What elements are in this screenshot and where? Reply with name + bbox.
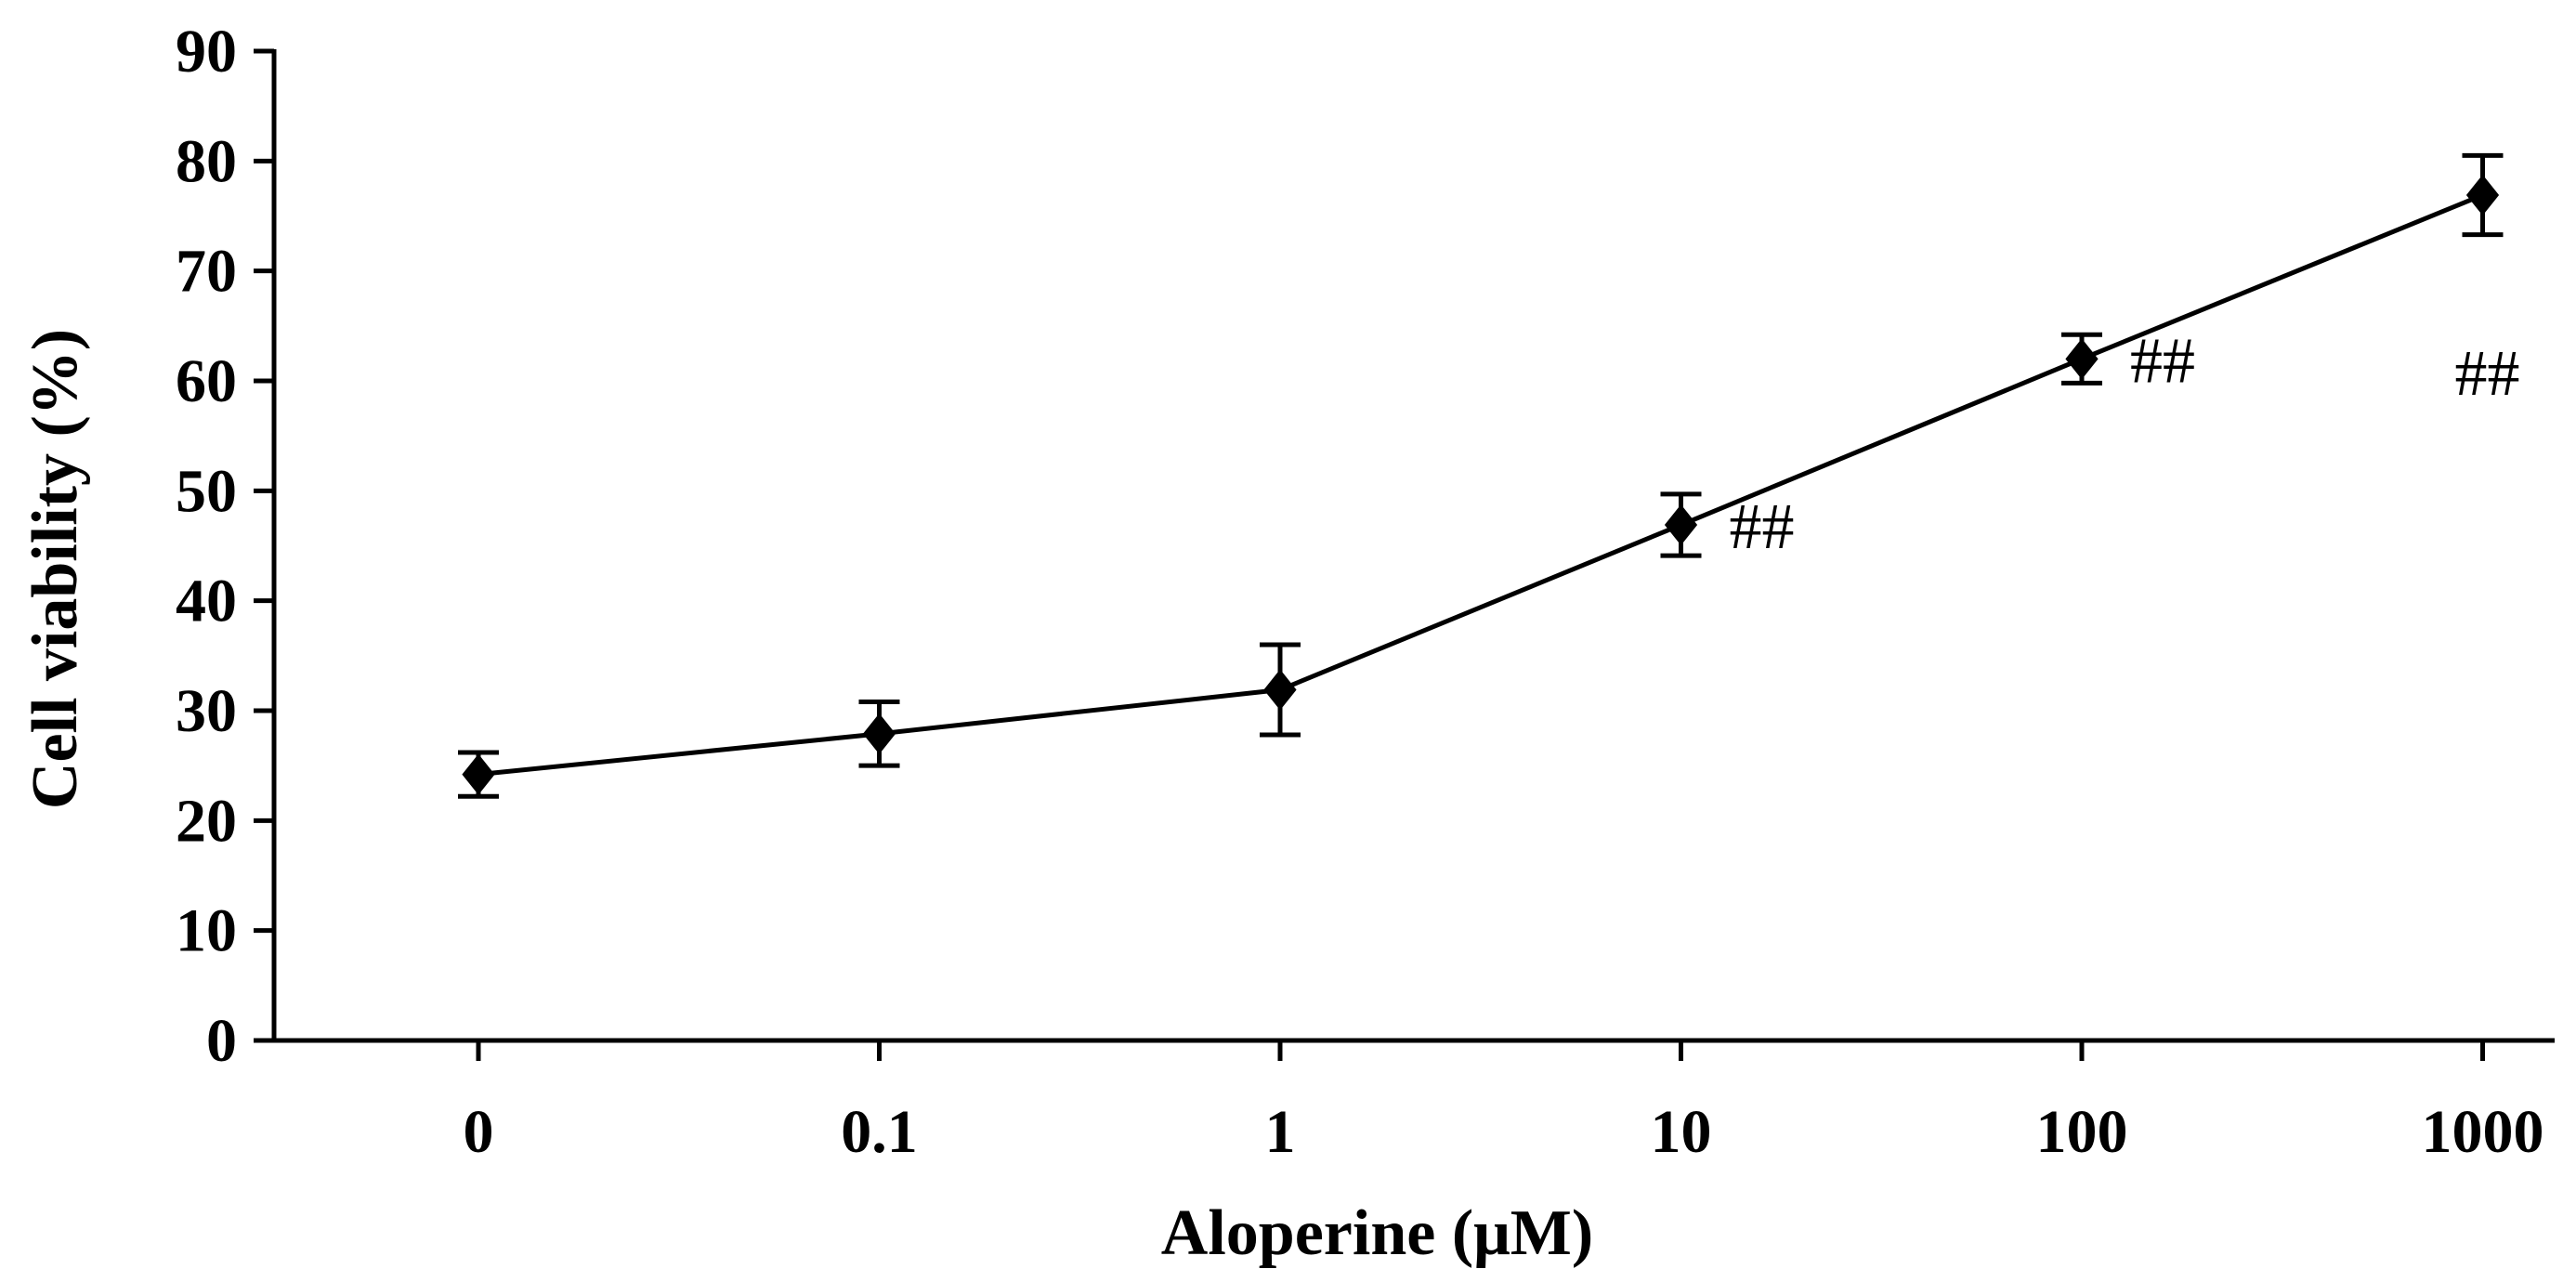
x-axis-title: Aloperine (μM) (1161, 1197, 1593, 1269)
data-point (462, 753, 495, 795)
x-tick-label: 0 (464, 1098, 494, 1166)
significance-annotation: ## (2130, 325, 2195, 397)
x-tick-label: 1 (1265, 1098, 1296, 1166)
x-tick-label: 10 (1651, 1098, 1712, 1166)
significance-annotation: ## (1730, 491, 1795, 563)
y-tick-label: 90 (176, 18, 237, 85)
data-series (458, 152, 2504, 799)
y-tick-label: 20 (176, 787, 237, 855)
series-line (477, 192, 2484, 778)
data-point (2465, 175, 2500, 216)
y-tick-label: 10 (176, 897, 237, 965)
y-tick-label: 60 (176, 347, 237, 415)
y-tick-label: 80 (176, 127, 237, 195)
data-point (1664, 504, 1698, 546)
y-axis-title: Cell viability (%) (20, 329, 91, 809)
y-tick-label: 70 (176, 238, 237, 306)
data-point (862, 713, 896, 754)
data-point (2065, 338, 2099, 380)
y-ticks: 0 10 20 30 40 50 60 70 80 90 (176, 18, 274, 1075)
data-point (1263, 669, 1297, 711)
y-tick-label: 40 (176, 568, 237, 635)
significance-annotation: ## (2455, 338, 2520, 410)
x-tick-label: 1000 (2422, 1098, 2544, 1166)
x-tick-label: 0.1 (841, 1098, 918, 1166)
annotations: ## ## ## (1730, 325, 2520, 563)
y-tick-label: 50 (176, 457, 237, 525)
y-tick-label: 0 (206, 1007, 237, 1075)
y-tick-label: 30 (176, 677, 237, 745)
axes (271, 49, 2555, 1043)
x-tick-label: 100 (2036, 1098, 2128, 1166)
x-ticks: 0 0.1 1 10 100 1000 (464, 1040, 2544, 1166)
